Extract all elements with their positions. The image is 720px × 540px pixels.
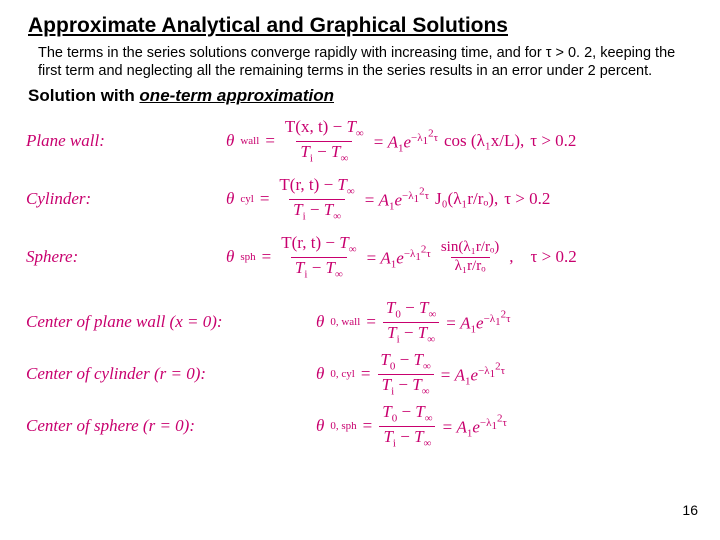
slide-page: Approximate Analytical and Graphical Sol… (0, 0, 720, 540)
frac: T(x, t) − T∞ Ti − T∞ (281, 118, 368, 165)
eq-row-cylinder: Cylinder: θcyl = T(r, t) − T∞ Ti − T∞ = … (20, 170, 692, 228)
equation-block-2: Center of plane wall (x = 0): θ0, wall =… (20, 296, 692, 452)
eq-math: θ0, wall = T0 − T∞ Ti − T∞ = A1e−λ12τ (316, 299, 511, 346)
page-number: 16 (682, 502, 698, 518)
eq-label: Sphere: (20, 247, 226, 267)
eq-label: Cylinder: (20, 189, 226, 209)
eq-math: θ0, cyl = T0 − T∞ Ti − T∞ = A1e−λ12τ (316, 351, 505, 398)
page-title: Approximate Analytical and Graphical Sol… (28, 14, 692, 38)
eq-label: Center of sphere (r = 0): (20, 416, 316, 436)
eq-row-plane-wall: Plane wall: θwall = T(x, t) − T∞ Ti − T∞… (20, 112, 692, 170)
frac: T(r, t) − T∞ Ti − T∞ (275, 176, 358, 223)
eq-row-center-sph: Center of sphere (r = 0): θ0, sph = T0 −… (20, 400, 692, 452)
eq-math: θwall = T(x, t) − T∞ Ti − T∞ = A1e−λ12τ … (226, 118, 576, 165)
frac: T0 − T∞ Ti − T∞ (378, 403, 436, 450)
eq-row-center-wall: Center of plane wall (x = 0): θ0, wall =… (20, 296, 692, 348)
eq-label: Plane wall: (20, 131, 226, 151)
eq-math: θsph = T(r, t) − T∞ Ti − T∞ = A1e−λ12τ s… (226, 234, 577, 281)
frac: sin(λ₁r/rₒ) λ₁r/rₒ (437, 240, 503, 275)
subheading: Solution with one-term approximation (28, 86, 692, 106)
equation-block-1: Plane wall: θwall = T(x, t) − T∞ Ti − T∞… (20, 112, 692, 286)
frac: T(r, t) − T∞ Ti − T∞ (277, 234, 360, 281)
eq-math: θcyl = T(r, t) − T∞ Ti − T∞ = A1e−λ12τ J… (226, 176, 550, 223)
subheading-emph: one-term approximation (139, 86, 334, 105)
eq-row-center-cyl: Center of cylinder (r = 0): θ0, cyl = T0… (20, 348, 692, 400)
eq-label: Center of cylinder (r = 0): (20, 364, 316, 384)
frac: T0 − T∞ Ti − T∞ (376, 351, 434, 398)
subheading-prefix: Solution with (28, 86, 139, 105)
eq-math: θ0, sph = T0 − T∞ Ti − T∞ = A1e−λ12τ (316, 403, 507, 450)
eq-label: Center of plane wall (x = 0): (20, 312, 316, 332)
frac: T0 − T∞ Ti − T∞ (382, 299, 440, 346)
eq-row-sphere: Sphere: θsph = T(r, t) − T∞ Ti − T∞ = A1… (20, 228, 692, 286)
description-text: The terms in the series solutions conver… (38, 44, 678, 80)
